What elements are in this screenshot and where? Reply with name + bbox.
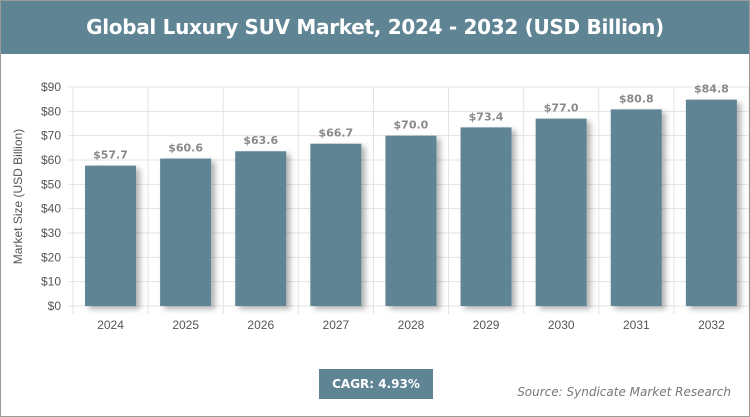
bar-2032 xyxy=(685,99,737,306)
data-label: $57.7 xyxy=(93,149,128,162)
bar-2030 xyxy=(535,118,587,306)
data-label: $84.8 xyxy=(694,83,729,96)
x-tick-label: 2027 xyxy=(323,318,350,332)
data-label: $63.6 xyxy=(243,134,278,147)
x-tick-label: 2026 xyxy=(247,318,274,332)
y-tick-label: $50 xyxy=(41,177,61,191)
data-label: $60.6 xyxy=(168,142,203,155)
bar-2026 xyxy=(235,151,287,306)
source-note: Source: Syndicate Market Research xyxy=(517,385,731,399)
y-tick-label: $60 xyxy=(41,153,61,167)
x-tick-label: 2025 xyxy=(172,318,199,332)
bar-2025 xyxy=(160,158,212,306)
data-label: $66.7 xyxy=(318,127,353,140)
y-tick-label: $30 xyxy=(41,226,61,240)
x-tick-label: 2029 xyxy=(473,318,500,332)
y-axis-label: Market Size (USD Billion) xyxy=(11,129,25,264)
x-tick-label: 2030 xyxy=(548,318,575,332)
x-tick-label: 2028 xyxy=(398,318,425,332)
bar-2024 xyxy=(85,165,136,306)
bar-2027 xyxy=(310,143,362,306)
data-label: $80.8 xyxy=(619,92,654,105)
x-tick-label: 2031 xyxy=(623,318,650,332)
y-tick-label: $70 xyxy=(41,129,61,143)
y-tick-label: $90 xyxy=(41,80,61,94)
bar-2031 xyxy=(610,109,662,307)
x-tick-label: 2032 xyxy=(698,318,725,332)
data-label: $73.4 xyxy=(469,110,504,123)
cagr-badge: CAGR: 4.93% xyxy=(319,369,433,399)
data-label: $70.0 xyxy=(394,119,429,132)
y-tick-label: $40 xyxy=(41,202,61,216)
x-tick-label: 2024 xyxy=(97,318,124,332)
chart-title: Global Luxury SUV Market, 2024 - 2032 (U… xyxy=(1,1,749,54)
y-tick-label: $20 xyxy=(41,250,61,264)
data-label: $77.0 xyxy=(544,102,579,115)
y-tick-label: $10 xyxy=(41,275,61,289)
bar-2028 xyxy=(385,135,437,306)
y-tick-label: $80 xyxy=(41,104,61,118)
y-tick-label: $0 xyxy=(48,299,62,313)
bar-2029 xyxy=(460,127,512,306)
